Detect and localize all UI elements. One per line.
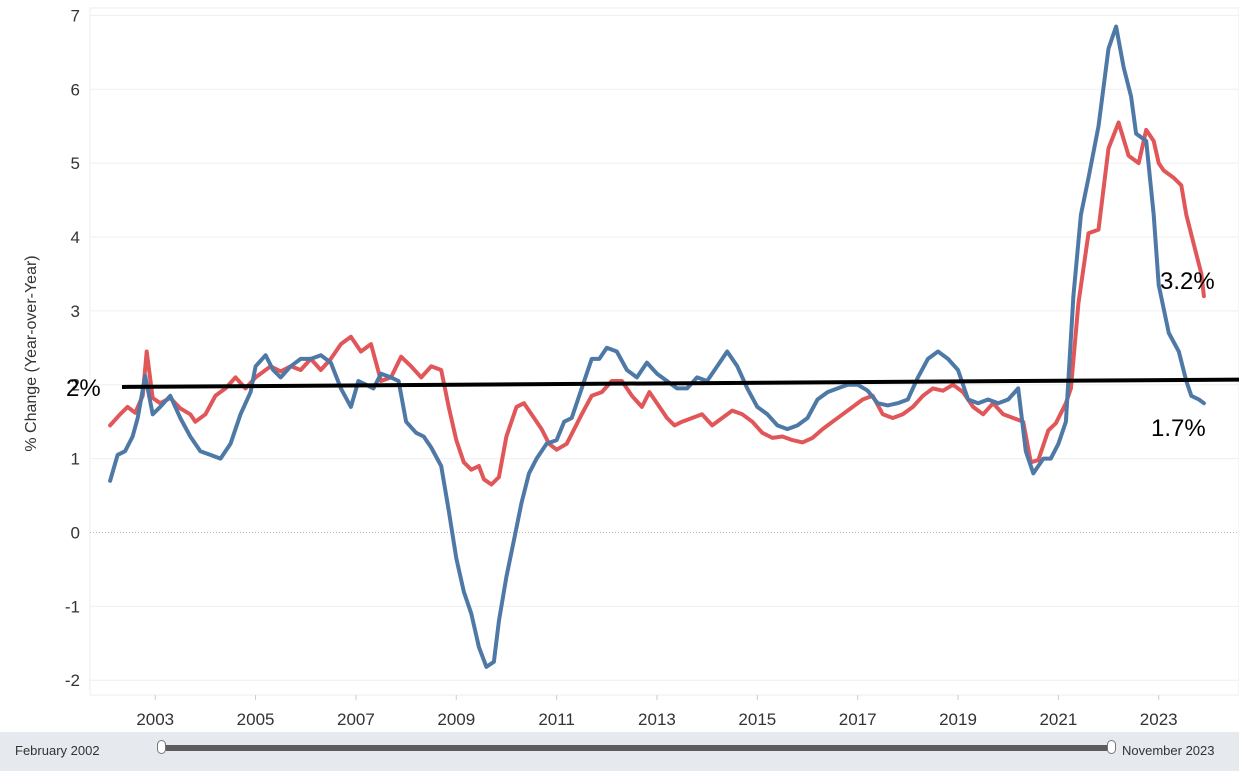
slider-track[interactable] [163, 745, 1113, 751]
x-tick-label: 2019 [939, 710, 977, 729]
reference-line-2pct [121, 377, 1239, 389]
reference-line-label: 2% [66, 375, 101, 402]
x-tick-label: 2005 [237, 710, 275, 729]
x-tick-label: 2021 [1039, 710, 1077, 729]
x-tick-label: 2011 [538, 710, 575, 729]
x-tick-label: 2009 [437, 710, 475, 729]
x-tick-label: 2003 [136, 710, 174, 729]
series-line-red [108, 120, 1206, 487]
x-tick-label: 2007 [337, 710, 375, 729]
y-tick-label: 1 [71, 450, 80, 469]
slider-start-label: February 2002 [15, 743, 100, 758]
y-tick-label: 5 [71, 154, 80, 173]
y-tick-label: 3 [71, 302, 80, 321]
y-axis-label: % Change (Year-over-Year) [23, 255, 40, 451]
date-range-slider: February 2002 November 2023 [0, 732, 1239, 771]
x-tick-label: 2013 [638, 710, 676, 729]
y-tick-label: 6 [71, 80, 80, 99]
blue-series-end-label: 1.7% [1151, 415, 1206, 442]
y-tick-label: -2 [65, 671, 80, 690]
plot-frame [89, 7, 1239, 696]
slider-end-label: November 2023 [1122, 743, 1215, 758]
line-chart: -2 -1 0 1 2 3 4 5 6 7 2003 2005 2007 2009 2011 2013 2015… [23, 6, 1239, 729]
red-series-end-label: 3.2% [1160, 268, 1215, 295]
slider-end-handle[interactable] [1107, 740, 1116, 754]
y-tick-label: -1 [65, 597, 80, 616]
slider-start-handle[interactable] [157, 740, 166, 754]
y-tick-label: 4 [71, 228, 80, 247]
x-tick-label: 2015 [738, 710, 776, 729]
series-line-blue [108, 24, 1206, 669]
x-tick-label: 2023 [1140, 710, 1178, 729]
y-tick-label: 7 [71, 6, 80, 25]
chart-area: -2 -1 0 1 2 3 4 5 6 7 2003 2005 2007 2009 2011 2013 2015… [23, 6, 1239, 729]
y-tick-label: 2 [71, 376, 80, 395]
y-tick-label: 0 [71, 523, 80, 542]
x-tick-label: 2017 [839, 710, 877, 729]
